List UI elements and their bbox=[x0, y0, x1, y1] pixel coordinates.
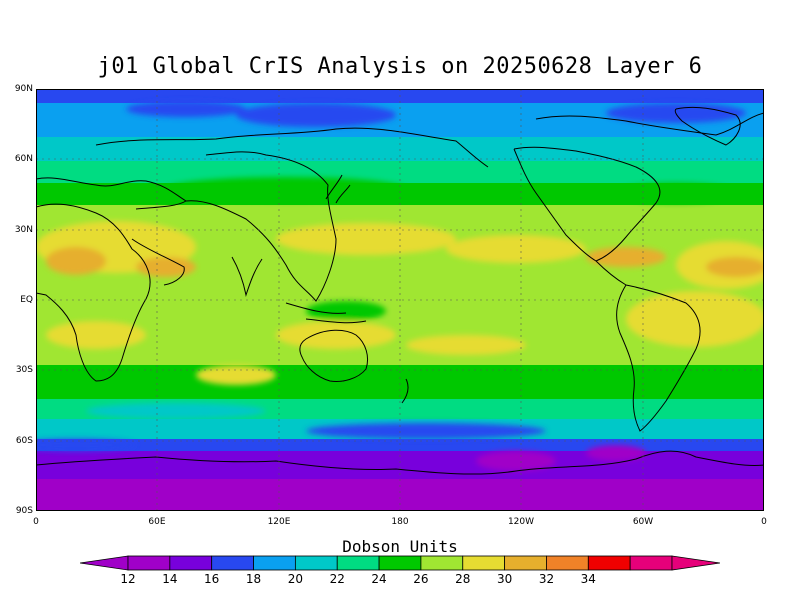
colorbar-tick-label: 24 bbox=[371, 572, 387, 586]
lon-label-60w: 60W bbox=[632, 517, 654, 527]
lat-label-eq: EQ bbox=[20, 295, 33, 305]
lon-label-120w: 120W bbox=[507, 517, 535, 527]
lon-label-0-west: 0 bbox=[33, 517, 39, 527]
lon-label-0-east: 0 bbox=[761, 517, 767, 527]
graticule bbox=[36, 89, 764, 511]
lat-label-60n: 60N bbox=[14, 154, 33, 164]
coast-nz bbox=[401, 378, 409, 404]
colorbar-tick-label: 12 bbox=[120, 572, 136, 586]
patch-arctic-blue bbox=[236, 103, 396, 127]
ozone-map-plot bbox=[36, 89, 764, 511]
coastlines bbox=[36, 106, 764, 475]
colorbar-tick-label: 32 bbox=[538, 572, 555, 586]
coast-indonesia bbox=[285, 302, 367, 324]
coast-asia bbox=[185, 151, 337, 302]
colorbar-segment bbox=[336, 555, 380, 571]
colorbar-segment bbox=[462, 555, 506, 571]
colorbar-tick-label: 20 bbox=[287, 572, 304, 586]
colorbar-segment bbox=[169, 555, 213, 571]
coast-africa bbox=[36, 203, 151, 382]
coast-europe bbox=[36, 177, 187, 210]
patch-ant-magenta bbox=[476, 451, 556, 471]
lon-label-60e: 60E bbox=[148, 517, 166, 527]
coast-antarctica bbox=[36, 450, 764, 475]
lat-label-90n: 90N bbox=[14, 84, 33, 94]
patch-siberia-green bbox=[166, 177, 406, 201]
coast-central-america bbox=[595, 260, 627, 286]
patch-southocean-blue bbox=[306, 423, 546, 439]
colorbar-segment bbox=[211, 555, 254, 571]
patch-samerica-yellow bbox=[626, 291, 764, 347]
band-south-green bbox=[36, 365, 764, 399]
colorbar-segment bbox=[504, 555, 547, 571]
colorbar-tick-label: 22 bbox=[329, 572, 345, 586]
colorbar-max-arrow bbox=[671, 555, 720, 571]
colorbar-segment bbox=[587, 555, 631, 571]
patch-southocean-cyan bbox=[86, 403, 266, 419]
colorbar-segment bbox=[294, 555, 338, 571]
patch-sahara-orange bbox=[46, 247, 106, 275]
colorbar-min-arrow bbox=[80, 555, 129, 571]
coast-arabia bbox=[131, 238, 185, 286]
patch-spac-yellow bbox=[406, 335, 526, 355]
patch-africa-yellow bbox=[46, 321, 146, 349]
colorbar-segment bbox=[420, 555, 464, 571]
colorbar-tick-label: 18 bbox=[245, 572, 262, 586]
lon-label-120e: 120E bbox=[267, 517, 291, 527]
band-south-pole bbox=[36, 479, 764, 511]
ozone-map bbox=[36, 89, 764, 511]
patch-indian-yellow bbox=[196, 365, 276, 385]
colorbar-title: Dobson Units bbox=[342, 537, 458, 556]
patch-natl-green bbox=[616, 183, 736, 203]
lon-label-180: 180 bbox=[391, 517, 409, 527]
coast-japan bbox=[325, 174, 351, 204]
map-title: j01 Global CrIS Analysis on 20250628 Lay… bbox=[97, 54, 703, 79]
patch-aus-yellow bbox=[276, 321, 396, 349]
patch-ant-magenta-2 bbox=[586, 445, 646, 461]
coast-canada-islands bbox=[535, 112, 764, 136]
colorbar-segment bbox=[253, 555, 296, 571]
patch-indo-green bbox=[306, 301, 386, 321]
colorbar-tick-label: 26 bbox=[413, 572, 429, 586]
colorbar-tick-label: 30 bbox=[496, 572, 513, 586]
patch-ant-blue bbox=[36, 439, 136, 451]
patch-asia-yellow bbox=[276, 223, 456, 255]
colorbar-segment bbox=[629, 555, 673, 571]
ozone-patches bbox=[36, 101, 764, 471]
colorbar-segment bbox=[127, 555, 171, 571]
colorbar-tick-label: 14 bbox=[162, 572, 178, 586]
lat-label-60s: 60S bbox=[15, 436, 33, 446]
lat-label-90s: 90S bbox=[15, 506, 33, 516]
coast-samerica bbox=[616, 284, 701, 432]
lat-label-30n: 30N bbox=[14, 225, 33, 235]
colorbar-segment bbox=[546, 555, 589, 571]
coast-greenland bbox=[674, 106, 741, 146]
map-frame bbox=[36, 89, 764, 511]
patch-pacific-yellow bbox=[446, 235, 586, 263]
colorbar-tick-label: 34 bbox=[580, 572, 596, 586]
coast-india bbox=[231, 256, 263, 297]
patch-atl-orange bbox=[706, 257, 764, 277]
lat-label-30s: 30S bbox=[15, 365, 33, 375]
colorbar bbox=[80, 555, 720, 571]
colorbar-tick-label: 16 bbox=[204, 572, 220, 586]
patch-arabia-orange bbox=[136, 257, 196, 277]
coast-namerica bbox=[513, 146, 661, 262]
patch-mexico-orange bbox=[586, 247, 666, 267]
colorbar-segment bbox=[378, 555, 422, 571]
coast-siberia bbox=[95, 127, 489, 168]
patch-arctic-blue-2 bbox=[126, 101, 246, 117]
coast-australia bbox=[299, 329, 369, 382]
colorbar-tick-label: 28 bbox=[455, 572, 471, 586]
band-north-midlat bbox=[36, 161, 764, 183]
